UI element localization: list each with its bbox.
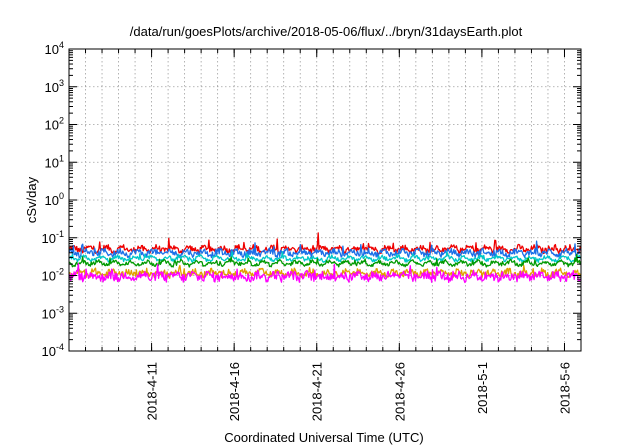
series-line — [68, 232, 582, 255]
y-tick-label: 10-2 — [42, 267, 64, 284]
y-axis-label: cSv/day — [24, 176, 39, 223]
x-axis-label: Coordinated Universal Time (UTC) — [224, 430, 423, 445]
y-tick-label: 10-1 — [42, 229, 64, 246]
chart-title: /data/run/goesPlots/archive/2018-05-06/f… — [130, 24, 523, 39]
axis-ticks: 10-4 10-3 10-2 10-1 100 101 102 103 104 2018-4-11… — [42, 40, 581, 421]
y-tick-label: 104 — [45, 40, 64, 57]
y-tick-label: 103 — [45, 78, 64, 95]
x-tick-label: 2018-4-16 — [227, 362, 242, 421]
x-tick-label: 2018-4-11 — [145, 362, 160, 420]
grid-lines — [69, 49, 581, 351]
x-tick-label: 2018-4-26 — [392, 362, 407, 421]
x-tick-label: 2018-5-6 — [557, 362, 572, 414]
series-line — [68, 253, 582, 268]
x-tick-label: 2018-5-1 — [475, 362, 490, 414]
series-line — [68, 263, 582, 284]
series-line — [68, 251, 581, 263]
x-tick-label: 2018-4-21 — [310, 362, 325, 421]
y-tick-label: 10-4 — [42, 342, 64, 359]
y-tick-label: 102 — [45, 116, 64, 133]
y-tick-label: 100 — [45, 191, 64, 208]
y-tick-label: 101 — [45, 153, 64, 170]
y-tick-label: 10-3 — [42, 304, 64, 321]
series-lines — [68, 232, 582, 284]
